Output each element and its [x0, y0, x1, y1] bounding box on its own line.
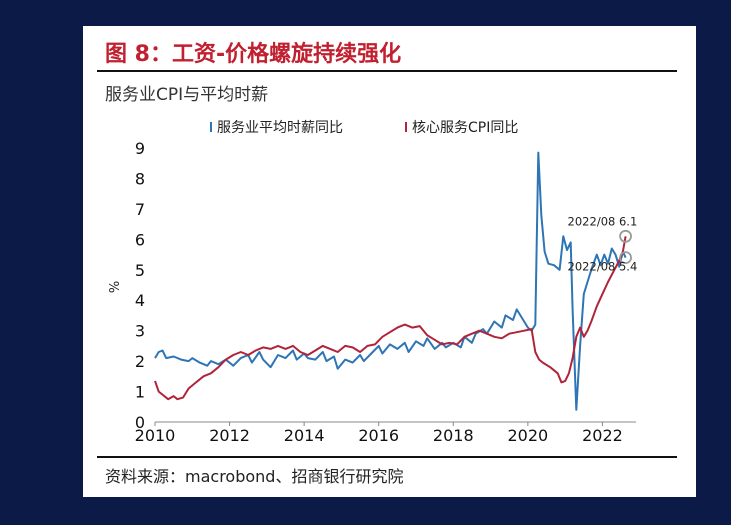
chart-legend: 服务业平均时薪同比 核心服务CPI同比 — [210, 120, 518, 136]
annotation-marker — [619, 229, 632, 243]
y-axis-label: % — [108, 281, 123, 293]
series-line-core-services-cpi — [154, 236, 627, 401]
x-tick-label: 2010 — [135, 426, 176, 445]
chart-axes: 0 1 2 3 4 5 6 7 8 9 2010 2012 2014 2016 2018 2020 2022% — [108, 139, 636, 445]
y-tick-label: 0 — [135, 413, 145, 432]
chart-annotations: 2022/08 6.1 2022/08 5.4 — [568, 214, 638, 273]
y-tick-label: 8 — [135, 169, 145, 188]
annotation-label: 2022/08 6.1 — [568, 214, 638, 228]
y-tick-label: 5 — [135, 261, 145, 280]
title-rule — [97, 70, 677, 72]
y-tick-label: 2 — [135, 352, 145, 371]
series-line-wages — [154, 151, 627, 411]
y-tick-label: 7 — [135, 200, 145, 219]
legend-label: 核心服务CPI同比 — [412, 120, 518, 136]
chart-title: 服务业CPI与平均时薪 — [105, 85, 269, 105]
y-tick-label: 6 — [135, 230, 145, 249]
y-tick-label: 4 — [135, 291, 145, 310]
x-tick-label: 2018 — [433, 426, 474, 445]
y-tick-label: 9 — [135, 139, 145, 158]
figure-title: 图 8：工资-价格螺旋持续强化 — [105, 42, 402, 67]
x-tick-label: 2022 — [582, 426, 623, 445]
figure-card: 图 8：工资-价格螺旋持续强化 服务业CPI与平均时薪 服务业平均时薪同比 核心服… — [83, 26, 696, 497]
source-rule — [97, 456, 677, 458]
x-tick-label: 2016 — [358, 426, 399, 445]
annotation-marker — [619, 251, 632, 265]
y-tick-label: 1 — [135, 383, 145, 402]
line-chart: 服务业平均时薪同比 核心服务CPI同比 0 1 2 3 4 5 6 7 8 9 2010 2012 201… — [108, 120, 638, 445]
legend-label: 服务业平均时薪同比 — [217, 120, 343, 136]
x-tick-label: 2014 — [284, 426, 325, 445]
x-tick-label: 2020 — [508, 426, 549, 445]
source-note: 资料来源：macrobond、招商银行研究院 — [105, 467, 404, 486]
x-tick-label: 2012 — [209, 426, 250, 445]
y-tick-label: 3 — [135, 322, 145, 341]
chart-series — [154, 151, 627, 411]
annotation-label: 2022/08 5.4 — [568, 260, 638, 274]
